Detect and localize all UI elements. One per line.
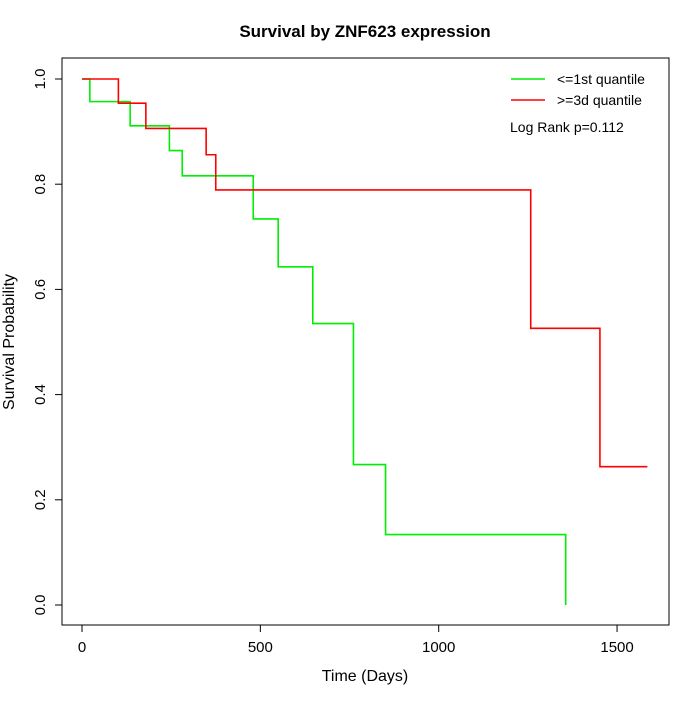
y-tick-label: 0.8 [32,174,49,195]
y-axis-label: Survival Probability [1,274,18,410]
x-axis-label: Time (Days) [322,668,409,685]
x-tick-label: 500 [248,639,273,656]
y-tick-label: 0.0 [32,595,49,616]
survival-curve-low [82,78,567,605]
x-tick-label: 0 [78,639,86,656]
survival-curve-high [82,78,648,468]
y-tick-label: 0.2 [32,489,49,510]
plot-frame [61,57,670,626]
chart-title: Survival by ZNF623 expression [239,22,490,41]
legend-label-low: <=1st quantile [557,71,645,87]
legend: <=1st quantile >=3d quantile Log Rank p=… [510,71,645,135]
x-tick-label: 1000 [422,639,455,656]
y-tick-label: 0.6 [32,279,49,300]
logrank-annotation: Log Rank p=0.112 [510,119,624,135]
y-tick-label: 0.4 [32,384,49,405]
y-tick-label: 1.0 [32,69,49,90]
x-tick-label: 1500 [600,639,633,656]
legend-label-high: >=3d quantile [557,92,642,108]
